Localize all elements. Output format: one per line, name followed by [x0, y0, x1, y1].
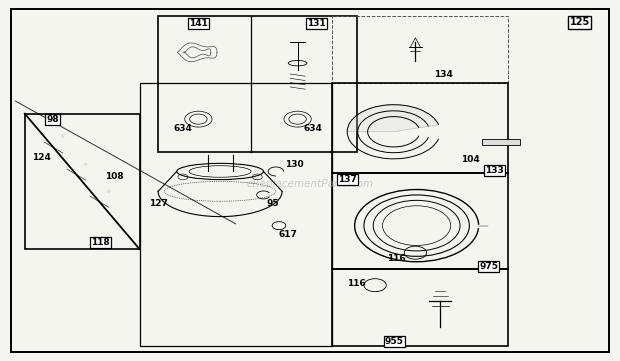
Text: 634: 634 — [304, 124, 322, 132]
Text: 955: 955 — [385, 337, 404, 345]
Text: 634: 634 — [174, 124, 192, 132]
Text: |||: ||| — [105, 188, 111, 194]
Text: 116: 116 — [347, 279, 366, 288]
Text: 104: 104 — [461, 155, 479, 164]
Polygon shape — [482, 139, 520, 145]
Text: 98: 98 — [46, 116, 59, 124]
Text: |||: ||| — [82, 161, 88, 167]
Text: eReplacementParts.com: eReplacementParts.com — [246, 179, 374, 189]
Text: 141: 141 — [189, 19, 208, 28]
Text: 124: 124 — [32, 153, 51, 161]
Text: 118: 118 — [91, 238, 110, 247]
Text: 130: 130 — [285, 160, 304, 169]
Text: 127: 127 — [149, 200, 167, 208]
Text: 116: 116 — [388, 254, 406, 262]
Text: 137: 137 — [338, 175, 356, 184]
Text: 125: 125 — [570, 17, 590, 27]
Text: 108: 108 — [105, 173, 124, 181]
Text: 95: 95 — [267, 200, 279, 208]
Text: |||: ||| — [60, 134, 65, 140]
Text: 975: 975 — [479, 262, 498, 271]
Text: 133: 133 — [485, 166, 504, 175]
Text: 134: 134 — [434, 70, 453, 78]
Wedge shape — [347, 105, 438, 132]
Text: 131: 131 — [307, 19, 326, 28]
Text: 617: 617 — [279, 230, 298, 239]
